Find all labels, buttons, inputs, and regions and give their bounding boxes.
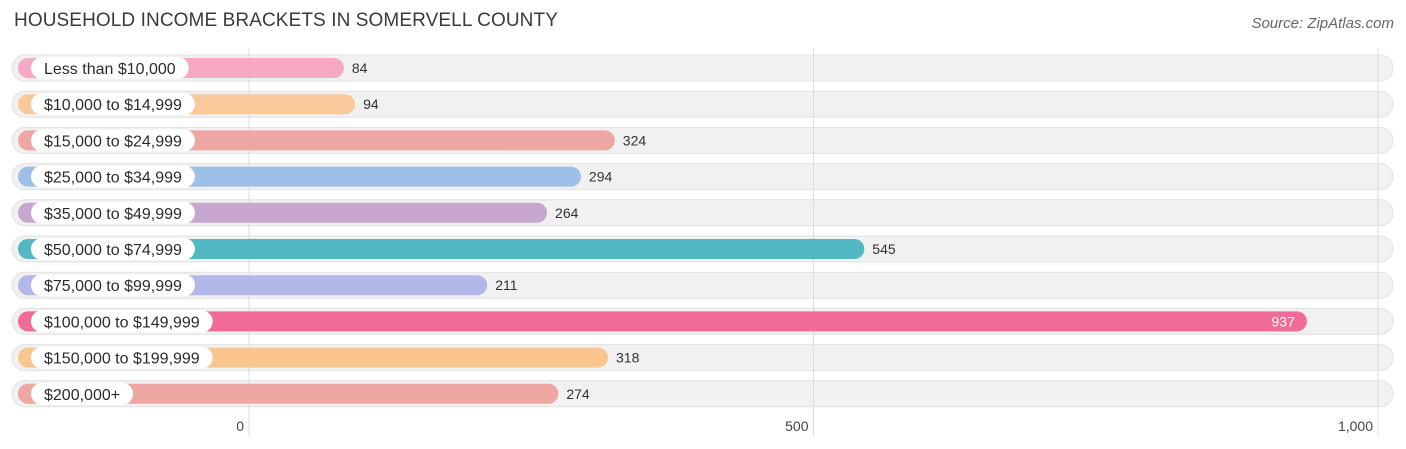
x-tick-label: 0 [236, 418, 244, 434]
value-label: 84 [352, 60, 368, 76]
source-note: Source: ZipAtlas.com [1251, 15, 1394, 32]
category-pill [31, 93, 195, 116]
category-label: $15,000 to $24,999 [44, 133, 182, 150]
x-tick-label: 1,000 [1338, 418, 1373, 434]
category-label: $50,000 to $74,999 [44, 242, 182, 259]
value-label: 545 [872, 241, 896, 257]
bar [18, 383, 559, 404]
category-label: $100,000 to $149,999 [44, 314, 200, 331]
x-tick-label: 500 [785, 418, 809, 434]
value-label: 274 [566, 386, 590, 402]
category-pill [31, 165, 195, 188]
category-pill [31, 129, 195, 152]
x-axis-ticks: 0 500 1,000 [236, 418, 1373, 434]
category-label: $35,000 to $49,999 [44, 206, 182, 223]
chart-title: HOUSEHOLD INCOME BRACKETS IN SOMERVELL C… [14, 10, 558, 31]
category-label: $200,000+ [44, 387, 120, 404]
category-label: $10,000 to $14,999 [44, 97, 182, 114]
value-label: 264 [555, 205, 579, 221]
category-label: $75,000 to $99,999 [44, 278, 182, 295]
value-label: 937 [1272, 313, 1296, 329]
value-label: 318 [616, 350, 640, 366]
category-pill [31, 201, 195, 224]
bars-layer: Less than $10,000 84 $10,000 to $14,999 94 $… [18, 57, 1307, 405]
category-label: $25,000 to $34,999 [44, 170, 182, 187]
category-pill [31, 274, 195, 297]
row-track [11, 54, 1394, 82]
bar [18, 311, 1307, 332]
category-pill [31, 57, 189, 79]
value-label: 211 [495, 277, 518, 293]
category-label: Less than $10,000 [44, 61, 176, 78]
row-track [11, 90, 1394, 118]
value-label: 294 [589, 169, 613, 185]
category-label: $150,000 to $199,999 [44, 351, 200, 368]
category-pill [31, 382, 134, 405]
category-pill [31, 346, 213, 369]
category-pill [31, 310, 213, 333]
value-label: 94 [363, 96, 379, 112]
bar [18, 239, 865, 259]
value-label: 324 [623, 132, 647, 148]
category-pill [31, 238, 195, 260]
